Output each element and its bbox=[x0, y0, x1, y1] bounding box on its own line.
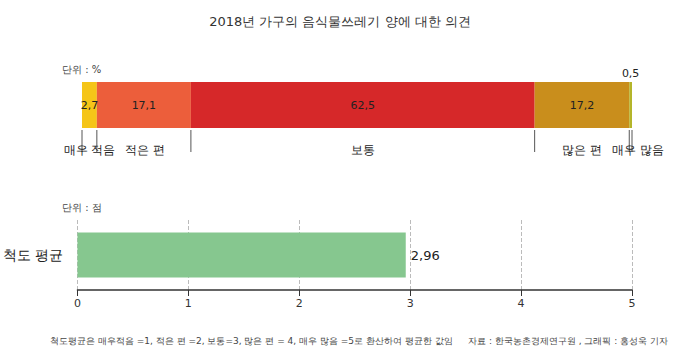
svg-text:5: 5 bbox=[629, 297, 636, 310]
svg-text:0,5: 0,5 bbox=[622, 67, 640, 80]
svg-text:2,7: 2,7 bbox=[81, 99, 99, 112]
svg-text:4: 4 bbox=[518, 297, 525, 310]
svg-text:17,2: 17,2 bbox=[570, 99, 595, 112]
svg-text:2018년 가구의 음식물쓰레기 양에 대한 의견: 2018년 가구의 음식물쓰레기 양에 대한 의견 bbox=[209, 14, 471, 29]
svg-text:자료 : 한국농촌경제연구원 , 그래픽 : 홍성욱 기자: 자료 : 한국농촌경제연구원 , 그래픽 : 홍성욱 기자 bbox=[468, 336, 668, 346]
svg-text:척도평균은 매우적음 =1, 적은 편 =2, 보통=3,: 척도평균은 매우적음 =1, 적은 편 =2, 보통=3, 많은 편 = 4, … bbox=[50, 336, 453, 346]
svg-text:단위 : %: 단위 : % bbox=[62, 64, 101, 75]
svg-text:2,96: 2,96 bbox=[411, 248, 440, 263]
svg-text:3: 3 bbox=[407, 297, 414, 310]
svg-text:척도 평균: 척도 평균 bbox=[3, 247, 63, 263]
svg-text:많은 편: 많은 편 bbox=[562, 143, 602, 157]
svg-text:17,1: 17,1 bbox=[132, 99, 157, 112]
svg-text:매우 적음: 매우 적음 bbox=[64, 143, 116, 157]
svg-text:1: 1 bbox=[185, 297, 192, 310]
svg-text:단위 : 점: 단위 : 점 bbox=[62, 202, 102, 213]
svg-text:2: 2 bbox=[296, 297, 303, 310]
svg-text:62,5: 62,5 bbox=[351, 99, 376, 112]
svg-text:보통: 보통 bbox=[351, 143, 375, 157]
svg-text:0: 0 bbox=[74, 297, 81, 310]
svg-text:매우 많음: 매우 많음 bbox=[612, 143, 664, 157]
svg-text:적은 편: 적은 편 bbox=[125, 143, 165, 157]
